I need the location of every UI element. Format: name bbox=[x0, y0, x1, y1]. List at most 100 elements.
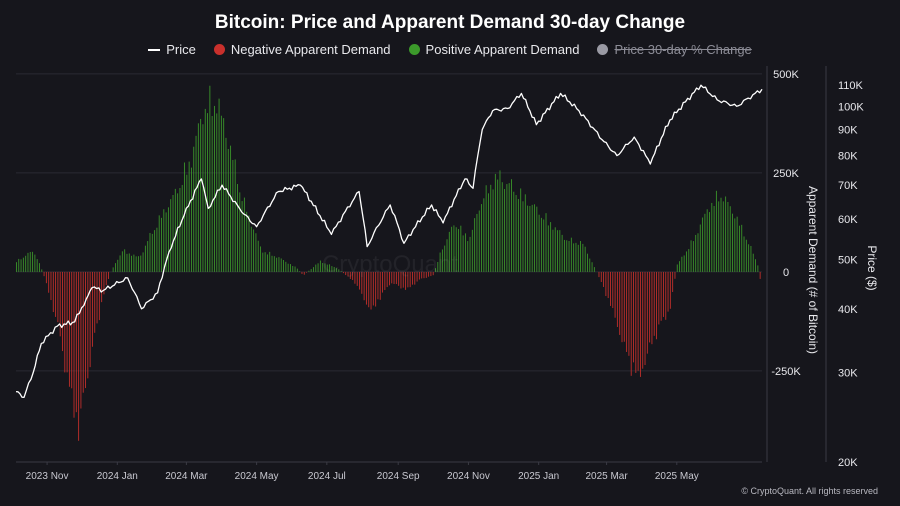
demand-bar bbox=[752, 253, 754, 272]
demand-bar bbox=[41, 269, 43, 272]
demand-bar bbox=[257, 240, 259, 272]
demand-bar bbox=[552, 229, 554, 272]
demand-bar bbox=[559, 230, 561, 272]
demand-bar bbox=[409, 271, 411, 288]
legend-label-price-change: Price 30-day % Change bbox=[614, 42, 752, 57]
demand-bar bbox=[322, 262, 324, 272]
price-line-group bbox=[15, 84, 763, 398]
demand-bar bbox=[161, 217, 162, 272]
demand-bar bbox=[718, 201, 720, 272]
demand-bar bbox=[315, 264, 317, 272]
demand-bar bbox=[722, 201, 724, 272]
demand-bar bbox=[347, 271, 349, 277]
demand-bar bbox=[62, 271, 63, 352]
demand-bar bbox=[589, 258, 591, 272]
demand-bar bbox=[513, 191, 515, 272]
x-tick-label: 2025 May bbox=[655, 471, 699, 482]
demand-bar bbox=[273, 256, 275, 272]
demand-bar bbox=[16, 262, 17, 272]
legend-item-price-change[interactable]: Price 30-day % Change bbox=[597, 42, 752, 57]
demand-bar bbox=[276, 257, 278, 272]
demand-bar bbox=[524, 194, 526, 272]
demand-bar bbox=[736, 216, 738, 272]
demand-bar bbox=[729, 206, 731, 272]
demand-bar bbox=[195, 135, 197, 272]
demand-bar bbox=[425, 271, 427, 278]
demand-bar bbox=[499, 170, 501, 272]
demand-bar bbox=[200, 118, 202, 272]
demand-bar bbox=[402, 271, 404, 288]
demand-bar bbox=[460, 225, 462, 272]
demand-bar bbox=[308, 270, 310, 272]
demand-bar bbox=[398, 271, 400, 286]
legend-item-positive-demand[interactable]: Positive Apparent Demand bbox=[408, 42, 580, 57]
demand-bar bbox=[354, 271, 356, 284]
demand-bar bbox=[743, 236, 745, 272]
demand-bar bbox=[82, 271, 84, 393]
demand-bar bbox=[405, 271, 407, 290]
demand-bar bbox=[57, 271, 59, 323]
demand-bar bbox=[135, 256, 137, 272]
demand-bar bbox=[451, 226, 453, 272]
demand-bar bbox=[246, 211, 248, 272]
demand-bar bbox=[628, 271, 630, 356]
demand-bar bbox=[190, 167, 192, 272]
demand-bar bbox=[395, 271, 397, 285]
demand-bar bbox=[630, 271, 632, 376]
demand-bar bbox=[214, 105, 215, 272]
demand-bar bbox=[117, 259, 119, 272]
demand-bar bbox=[605, 271, 607, 297]
demand-bar bbox=[547, 225, 549, 272]
demand-bar bbox=[280, 258, 282, 272]
demand-bar bbox=[98, 271, 100, 321]
demand-tick-label: 250K bbox=[773, 168, 799, 180]
demand-bar bbox=[289, 264, 291, 272]
demand-bar bbox=[651, 271, 653, 345]
legend-item-negative-demand[interactable]: Negative Apparent Demand bbox=[213, 42, 391, 57]
demand-bar bbox=[91, 271, 93, 347]
demand-bar bbox=[29, 251, 31, 272]
x-tick-label: 2025 Jan bbox=[518, 471, 559, 482]
demand-bar bbox=[745, 239, 747, 272]
demand-bar bbox=[575, 242, 577, 272]
demand-bar bbox=[416, 271, 418, 282]
demand-bar bbox=[720, 197, 722, 272]
demand-bar bbox=[759, 271, 761, 279]
demand-bar bbox=[543, 219, 545, 272]
demand-bar bbox=[365, 271, 367, 305]
demand-bar bbox=[188, 161, 190, 272]
demand-bar bbox=[653, 271, 655, 336]
demand-bar bbox=[646, 271, 648, 354]
demand-bar bbox=[600, 271, 602, 282]
demand-bar bbox=[441, 249, 443, 272]
demand-bar bbox=[563, 239, 565, 272]
demand-bar bbox=[428, 271, 430, 277]
x-tick-label: 2024 Jul bbox=[308, 471, 346, 482]
demand-bar bbox=[550, 222, 552, 272]
demand-bar bbox=[319, 260, 321, 272]
demand-bar bbox=[593, 267, 595, 272]
demand-bar bbox=[250, 226, 252, 272]
legend-item-price[interactable]: Price bbox=[148, 42, 196, 57]
demand-bar bbox=[676, 264, 678, 272]
chart-legend: Price Negative Apparent Demand Positive … bbox=[0, 42, 900, 57]
demand-bar bbox=[209, 85, 211, 272]
demand-bar bbox=[241, 201, 243, 272]
demand-bar bbox=[536, 206, 538, 272]
demand-bar bbox=[702, 217, 704, 272]
price-axis-title: Price ($) bbox=[865, 245, 879, 290]
demand-bar bbox=[430, 271, 432, 277]
demand-bar bbox=[32, 251, 34, 272]
demand-bar bbox=[658, 271, 660, 325]
demand-bar bbox=[713, 206, 715, 272]
demand-bar bbox=[504, 189, 506, 272]
x-tick-label: 2025 Mar bbox=[585, 471, 628, 482]
demand-bar bbox=[283, 260, 284, 272]
demand-bar bbox=[435, 268, 436, 272]
legend-label-positive-demand: Positive Apparent Demand bbox=[425, 42, 580, 57]
demand-bar bbox=[103, 271, 105, 295]
demand-bar bbox=[642, 271, 644, 369]
demand-bar bbox=[669, 271, 671, 309]
demand-bar bbox=[414, 271, 416, 285]
demand-bar bbox=[197, 123, 199, 272]
